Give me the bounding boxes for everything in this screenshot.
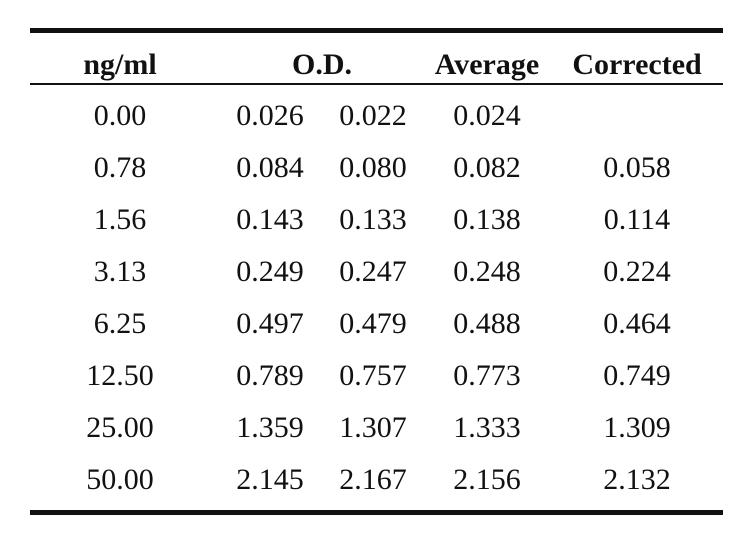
cell-concentration: 1.56 [93, 203, 147, 236]
cell-od-1: 0.143 [236, 203, 304, 236]
header-od: O.D. [292, 48, 352, 81]
cell-average: 2.156 [453, 463, 521, 496]
standard-curve-table: ng/ml O.D. Average Corrected 0.00 0.026 0.… [30, 28, 723, 515]
cell-average: 0.773 [453, 359, 521, 392]
cell-corrected: 0.058 [603, 151, 671, 184]
table-row: 3.13 0.249 0.247 0.248 0.224 [30, 246, 723, 298]
cell-average: 0.488 [453, 307, 521, 340]
table-row: 50.00 2.145 2.167 2.156 2.132 [30, 454, 723, 506]
table-row: 1.56 0.143 0.133 0.138 0.114 [30, 194, 723, 246]
table-row: 6.25 0.497 0.479 0.488 0.464 [30, 298, 723, 350]
cell-od-2: 1.307 [339, 411, 407, 444]
cell-average: 0.024 [453, 99, 521, 132]
cell-od-1: 0.084 [236, 151, 304, 184]
cell-od-2: 0.757 [339, 359, 407, 392]
table-header-row: ng/ml O.D. Average Corrected [30, 33, 723, 83]
table-bottom-rule [30, 510, 723, 515]
cell-concentration: 0.78 [93, 151, 147, 184]
cell-concentration: 6.25 [93, 307, 147, 340]
cell-corrected: 2.132 [603, 463, 671, 496]
header-corrected: Corrected [572, 48, 702, 81]
cell-average: 0.138 [453, 203, 521, 236]
cell-average: 0.082 [453, 151, 521, 184]
cell-corrected: 0.464 [603, 307, 671, 340]
table-row: 25.00 1.359 1.307 1.333 1.309 [30, 402, 723, 454]
table-header-rule [30, 83, 723, 85]
header-average: Average [434, 48, 540, 81]
cell-od-1: 0.789 [236, 359, 304, 392]
cell-concentration: 12.50 [86, 359, 154, 392]
cell-corrected: 1.309 [603, 411, 671, 444]
cell-od-1: 2.145 [236, 463, 304, 496]
cell-od-2: 0.080 [339, 151, 407, 184]
cell-od-2: 0.247 [339, 255, 407, 288]
header-concentration: ng/ml [83, 48, 157, 81]
cell-average: 0.248 [453, 255, 521, 288]
cell-corrected: 0.224 [603, 255, 671, 288]
cell-concentration: 25.00 [86, 411, 154, 444]
table-row: 0.78 0.084 0.080 0.082 0.058 [30, 142, 723, 194]
table-row: 0.00 0.026 0.022 0.024 [30, 90, 723, 142]
cell-od-2: 2.167 [339, 463, 407, 496]
table-row: 12.50 0.789 0.757 0.773 0.749 [30, 350, 723, 402]
cell-corrected: 0.114 [603, 203, 671, 236]
cell-od-2: 0.479 [339, 307, 407, 340]
table-body: 0.00 0.026 0.022 0.024 0.78 0.084 0.080 0.082 0.… [30, 85, 723, 510]
cell-od-1: 0.497 [236, 307, 304, 340]
cell-od-1: 0.249 [236, 255, 304, 288]
cell-corrected [577, 90, 697, 142]
cell-od-2: 0.022 [339, 99, 407, 132]
cell-concentration: 50.00 [86, 463, 154, 496]
cell-average: 1.333 [453, 411, 521, 444]
cell-od-2: 0.133 [339, 203, 407, 236]
cell-od-1: 0.026 [236, 99, 304, 132]
cell-concentration: 0.00 [93, 99, 147, 132]
cell-concentration: 3.13 [93, 255, 147, 288]
cell-od-1: 1.359 [236, 411, 304, 444]
cell-corrected: 0.749 [603, 359, 671, 392]
table-top-rule [30, 28, 723, 33]
